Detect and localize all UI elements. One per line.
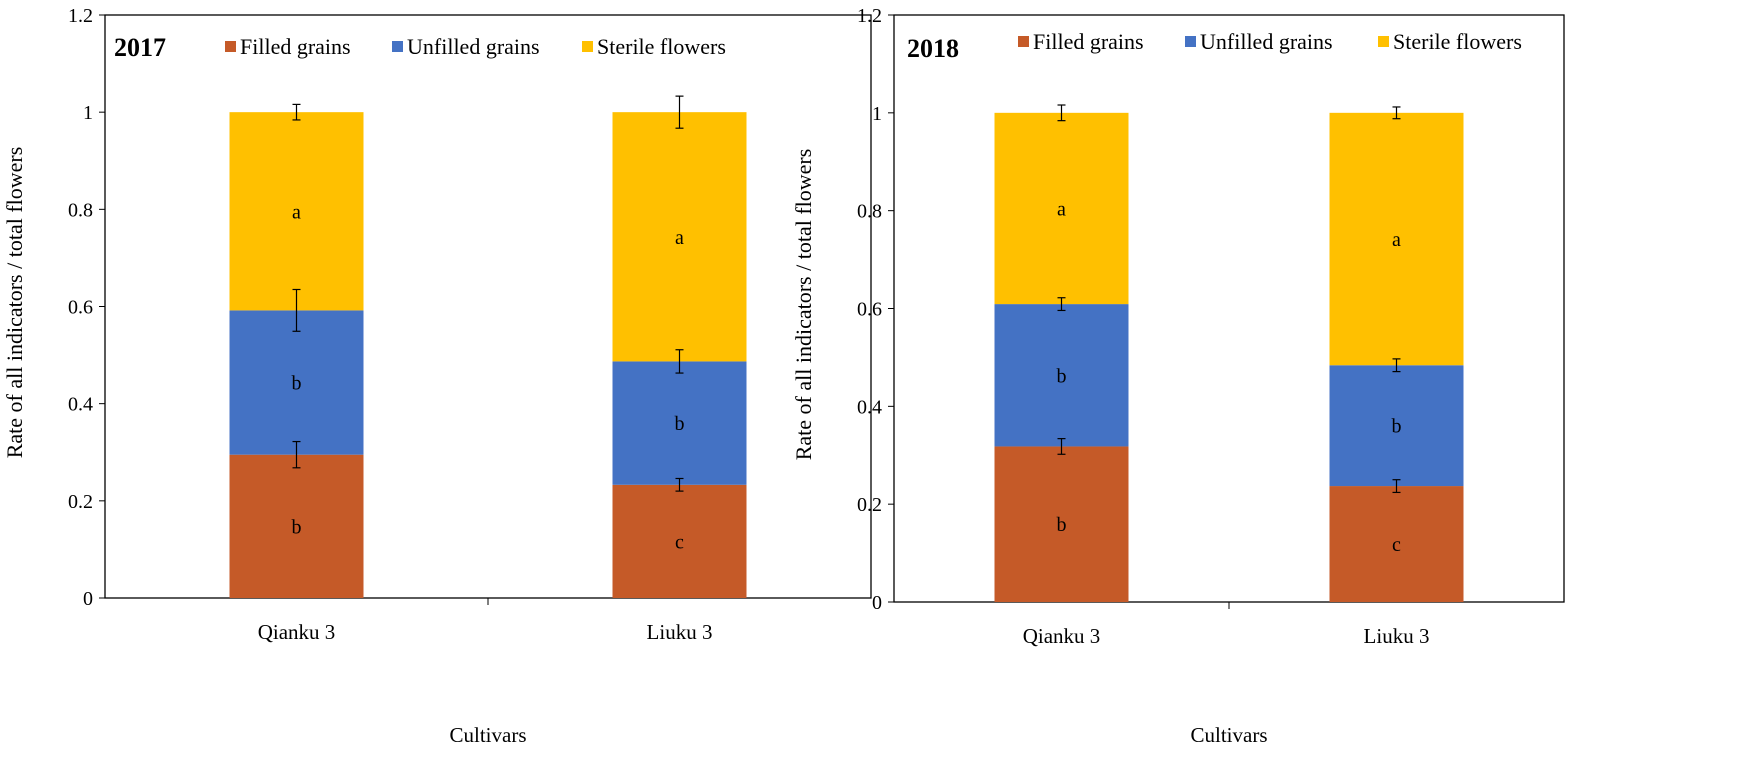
chart-title: 2017 — [114, 33, 166, 62]
error-bar — [675, 349, 684, 374]
significance-letter: b — [1392, 416, 1402, 438]
significance-letter: c — [675, 531, 684, 553]
x-tick-label: Liuku 3 — [647, 620, 713, 644]
error-bar — [1057, 104, 1066, 122]
significance-letter: b — [1057, 514, 1067, 536]
y-tick-label: 0.8 — [857, 201, 882, 223]
x-tick-label: Qianku 3 — [258, 620, 336, 644]
legend-swatch — [225, 41, 236, 52]
y-axis-label: Rate of all indicators / total flowers — [2, 147, 27, 459]
y-tick-label: 0 — [872, 592, 882, 614]
bar-segment-filled-grains — [1329, 486, 1464, 602]
significance-letter: a — [675, 227, 684, 249]
significance-letter: a — [292, 201, 301, 223]
legend-item: Filled grains — [1018, 29, 1144, 54]
y-tick-label: 0.6 — [857, 299, 882, 321]
significance-letter: b — [292, 373, 302, 395]
y-tick-label: 1.2 — [857, 5, 882, 27]
error-bar — [1392, 479, 1401, 494]
bar-segment-sterile-flowers — [612, 112, 747, 362]
y-axis-label: Rate of all indicators / total flowers — [791, 149, 816, 461]
legend-label: Filled grains — [240, 34, 351, 59]
legend: Filled grains Unfilled grains Sterile flow… — [1018, 29, 1522, 54]
legend-item: Filled grains — [225, 34, 351, 59]
error-bar — [1392, 106, 1401, 120]
y-tick-label: 0.2 — [857, 494, 882, 516]
chart-panel-2018: 0 0.2 0.4 0.6 0.8 1 1.2 b b a Qianku 3 c b a Liuku 3 Cu… — [791, 5, 1565, 747]
y-tick-label: 1 — [83, 102, 93, 124]
significance-letter: b — [292, 516, 302, 538]
x-axis-label: Cultivars — [1191, 723, 1268, 747]
bar-segment-sterile-flowers — [229, 112, 364, 311]
significance-letter: c — [1392, 534, 1401, 556]
bar-segment-filled-grains — [612, 484, 747, 598]
significance-letter: b — [675, 413, 685, 435]
bar-segment-unfilled-grains — [229, 310, 364, 455]
y-tick-label: 0 — [83, 588, 93, 610]
legend: Filled grains Unfilled grains Sterile flow… — [225, 34, 726, 59]
y-tick-label: 0.4 — [857, 396, 882, 418]
legend-swatch — [1018, 36, 1029, 47]
bar-segment-unfilled-grains — [612, 361, 747, 485]
error-bar — [1057, 297, 1066, 312]
bar-segment-filled-grains — [229, 454, 364, 598]
legend-label: Sterile flowers — [1393, 29, 1522, 54]
y-tick-label: 0.6 — [68, 297, 93, 319]
x-tick-label: Liuku 3 — [1364, 624, 1430, 648]
bar-segment-filled-grains — [994, 446, 1129, 602]
error-bar — [292, 440, 301, 469]
bar-segment-sterile-flowers — [994, 112, 1129, 305]
error-bar — [292, 103, 301, 121]
bar-segment-sterile-flowers — [1329, 112, 1464, 366]
plot-area-frame — [104, 14, 872, 599]
legend-swatch — [1378, 36, 1389, 47]
x-tick-label: Qianku 3 — [1023, 624, 1101, 648]
significance-letter: a — [1057, 198, 1066, 220]
y-tick-label: 0.8 — [68, 199, 93, 221]
legend-label: Filled grains — [1033, 29, 1144, 54]
chart-title: 2018 — [907, 34, 959, 63]
x-axis-label: Cultivars — [450, 723, 527, 747]
legend-item: Unfilled grains — [392, 34, 540, 59]
y-tick-label: 0.4 — [68, 394, 93, 416]
legend-label: Sterile flowers — [597, 34, 726, 59]
legend-swatch — [1185, 36, 1196, 47]
legend-label: Unfilled grains — [407, 34, 540, 59]
error-bar — [1392, 358, 1401, 373]
bar-segment-unfilled-grains — [1329, 365, 1464, 487]
legend-item: Sterile flowers — [582, 34, 726, 59]
significance-letter: b — [1057, 365, 1067, 387]
chart-panel-2017: 0 0.2 0.4 0.6 0.8 1 1.2 b b a Qianku 3 c b a Liuku 3 Cu… — [2, 5, 872, 747]
legend-label: Unfilled grains — [1200, 29, 1333, 54]
y-tick-label: 0.2 — [68, 491, 93, 513]
legend-swatch — [582, 41, 593, 52]
y-tick-label: 1 — [872, 103, 882, 125]
legend-item: Sterile flowers — [1378, 29, 1522, 54]
error-bar — [675, 477, 684, 492]
y-tick-label: 1.2 — [68, 5, 93, 27]
legend-swatch — [392, 41, 403, 52]
legend-item: Unfilled grains — [1185, 29, 1333, 54]
error-bar — [1057, 438, 1066, 455]
error-bar — [292, 288, 301, 332]
bar-segment-unfilled-grains — [994, 304, 1129, 447]
error-bar — [675, 95, 684, 129]
significance-letter: a — [1392, 229, 1401, 251]
